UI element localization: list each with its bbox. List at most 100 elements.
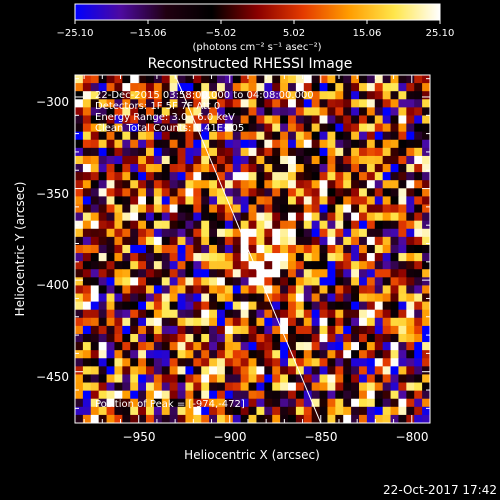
heatmap-cell (327, 350, 336, 359)
heatmap-cell (248, 414, 257, 424)
heatmap-cell (272, 172, 281, 181)
heatmap-cell (224, 325, 234, 335)
heatmap-cell (146, 293, 155, 302)
heatmap-cell (82, 406, 92, 416)
heatmap-cell (288, 180, 297, 189)
heatmap-cell (82, 139, 92, 149)
heatmap-cell (177, 293, 186, 302)
heatmap-cell (382, 261, 391, 270)
heatmap-cell (288, 374, 297, 383)
heatmap-cell (193, 285, 202, 294)
heatmap-cell (343, 155, 352, 165)
heatmap-cell (366, 220, 376, 230)
heatmap-cell (374, 358, 384, 367)
heatmap-cell (169, 164, 178, 173)
heatmap-cell (327, 220, 336, 230)
heatmap-cell (114, 261, 123, 270)
heatmap-cell (122, 172, 131, 181)
heatmap-cell (351, 269, 360, 278)
heatmap-cell (98, 253, 107, 262)
heatmap-cell (177, 277, 186, 286)
heatmap-cell (351, 374, 360, 383)
heatmap-cell (185, 382, 194, 392)
heatmap-cell (374, 374, 384, 383)
heatmap-cell (82, 317, 92, 327)
heatmap-cell (193, 180, 202, 189)
heatmap-cell (122, 333, 131, 343)
heatmap-cell (209, 228, 218, 238)
heatmap-cell (343, 301, 352, 311)
heatmap-cell (303, 220, 313, 230)
heatmap-cell (256, 131, 265, 141)
heatmap-cell (343, 317, 352, 327)
heatmap-cell (146, 115, 155, 124)
heatmap-cell (82, 382, 92, 392)
heatmap-cell (414, 285, 423, 294)
heatmap-cell (311, 107, 320, 116)
heatmap-cell (406, 342, 415, 351)
heatmap-cell (414, 99, 423, 108)
heatmap-cell (406, 180, 415, 189)
heatmap-cell (232, 325, 242, 335)
heatmap-cell (193, 228, 202, 238)
heatmap-cell (82, 301, 92, 311)
heatmap-cell (248, 164, 257, 173)
colorbar-tick-label: −15.06 (129, 28, 166, 39)
heatmap-cell (98, 390, 107, 400)
heatmap-cell (406, 325, 415, 335)
heatmap-cell (366, 115, 376, 124)
heatmap-cell (185, 139, 194, 149)
heatmap-cell (351, 293, 360, 302)
heatmap-cell (240, 366, 249, 375)
heatmap-cell (406, 390, 415, 400)
heatmap-cell (335, 390, 344, 400)
heatmap-cell (295, 164, 305, 173)
heatmap-cell (335, 155, 344, 165)
heatmap-cell (130, 164, 139, 173)
heatmap-cell (90, 228, 100, 238)
heatmap-cell (351, 366, 360, 375)
heatmap-cell (390, 390, 399, 400)
heatmap-cell (288, 123, 297, 133)
heatmap-cell (359, 293, 368, 302)
heatmap-cell (240, 374, 249, 383)
heatmap-cell (422, 317, 431, 327)
heatmap-cell (280, 212, 289, 222)
heatmap-cell (398, 236, 407, 246)
heatmap-cell (161, 75, 171, 84)
annotation-time-range: 22-Dec-2015 03:58:00.000 to 04:08:00.000 (95, 90, 314, 101)
heatmap-cell (217, 244, 226, 254)
heatmap-cell (351, 285, 360, 294)
heatmap-cell (319, 390, 328, 400)
heatmap-cell (351, 123, 360, 133)
heatmap-cell (295, 172, 305, 181)
heatmap-cell (217, 204, 226, 213)
heatmap-cell (343, 123, 352, 133)
heatmap-cell (374, 309, 384, 319)
heatmap-cell (217, 123, 226, 133)
heatmap-cell (272, 398, 281, 408)
heatmap-cell (406, 196, 415, 205)
heatmap-cell (311, 317, 320, 327)
heatmap-cell (130, 220, 139, 230)
heatmap-cell (217, 188, 226, 197)
heatmap-cell (311, 277, 320, 286)
heatmap-cell (114, 107, 123, 116)
heatmap-cell (90, 277, 100, 286)
heatmap-cell (169, 147, 178, 157)
heatmap-cell (264, 91, 273, 100)
heatmap-cell (256, 398, 265, 408)
heatmap-cell (359, 333, 368, 343)
heatmap-cell (422, 83, 431, 92)
heatmap-cell (209, 188, 218, 197)
heatmap-cell (209, 220, 218, 230)
heatmap-cell (106, 188, 115, 197)
heatmap-cell (256, 147, 265, 157)
heatmap-cell (153, 99, 163, 108)
heatmap-cell (169, 253, 178, 262)
heatmap-cell (398, 374, 407, 383)
heatmap-cell (185, 269, 194, 278)
heatmap-cell (248, 172, 257, 181)
heatmap-cell (382, 358, 391, 367)
heatmap-cell (209, 269, 218, 278)
